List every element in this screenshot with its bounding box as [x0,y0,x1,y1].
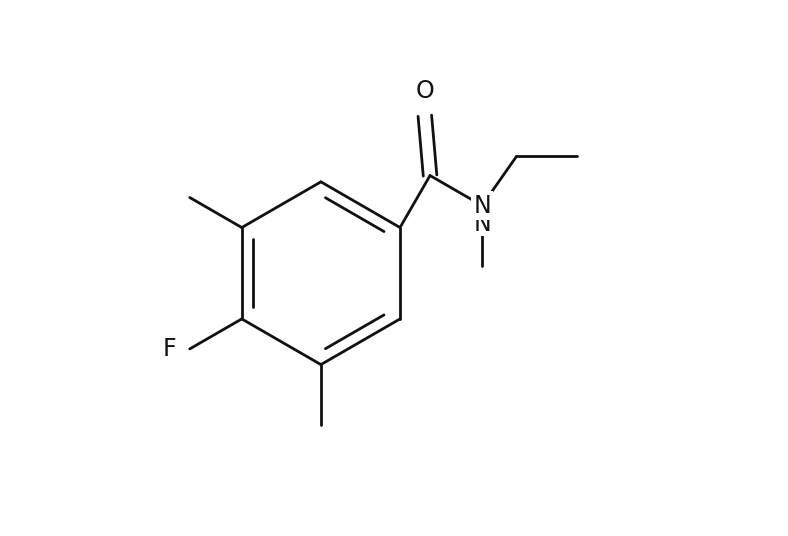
Text: N: N [473,193,491,218]
Text: N: N [473,212,491,236]
Text: O: O [415,79,434,103]
Text: F: F [161,337,174,361]
Text: F: F [163,337,177,361]
Text: O: O [415,77,434,101]
